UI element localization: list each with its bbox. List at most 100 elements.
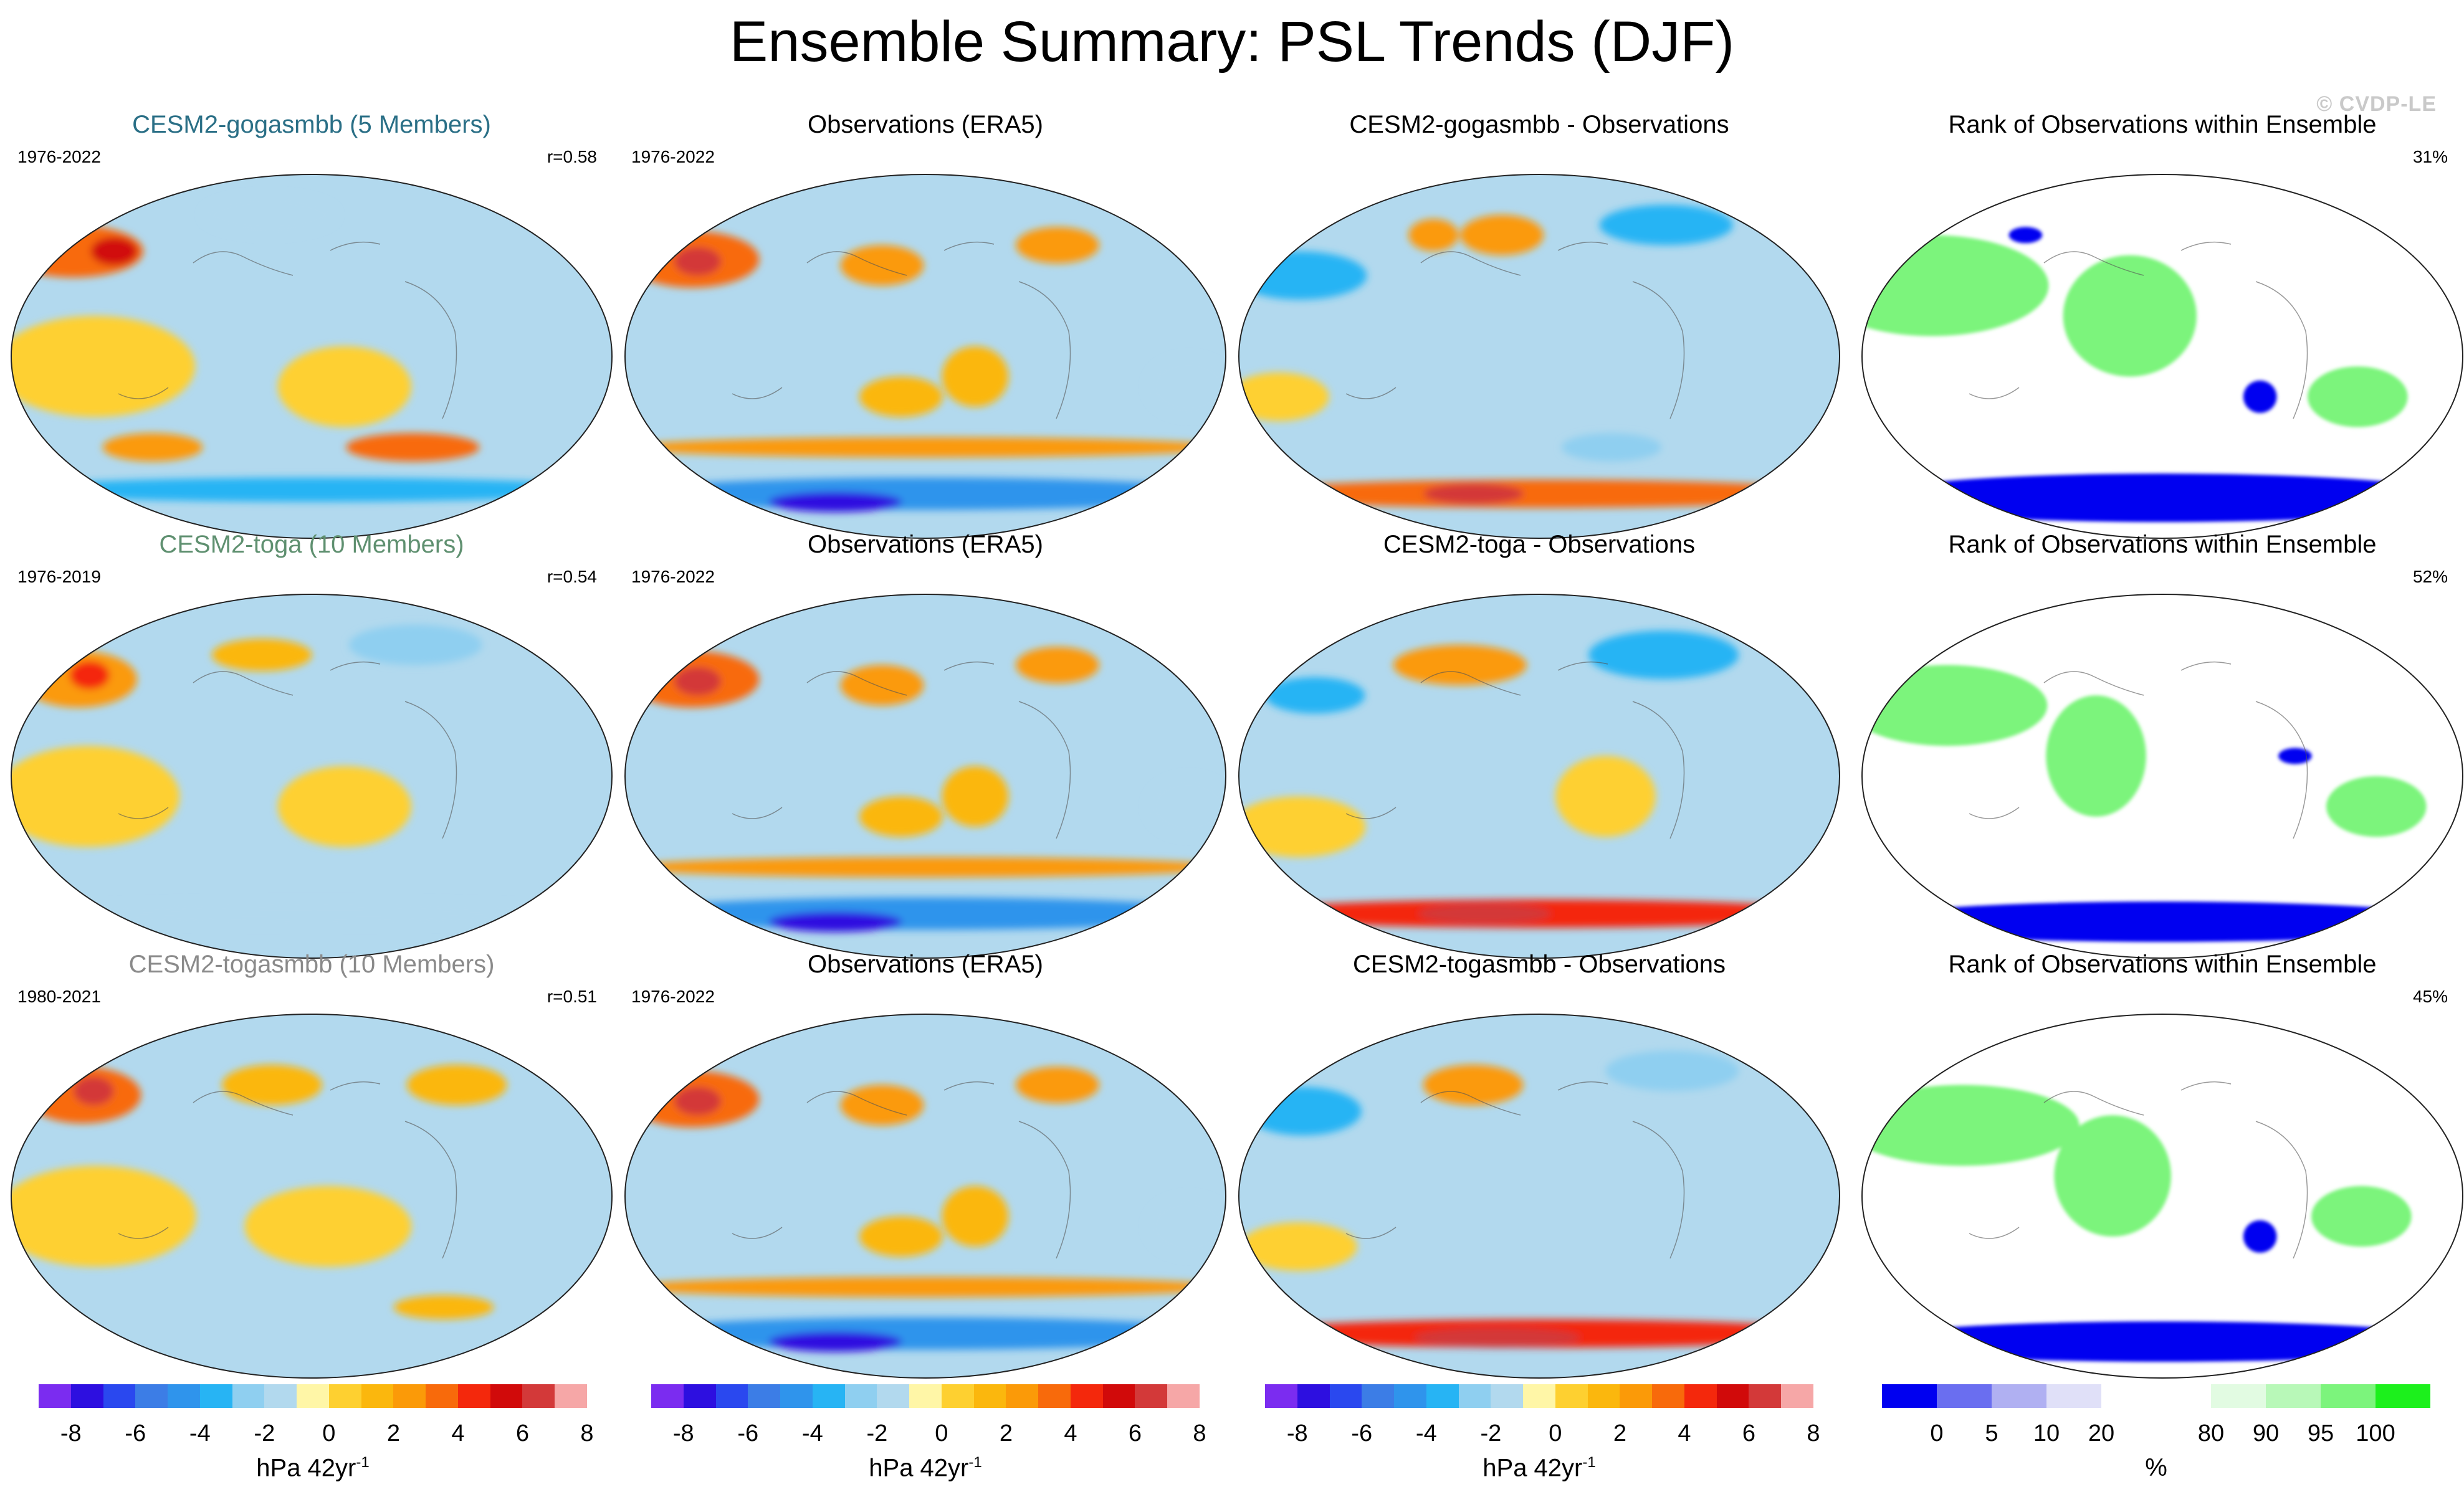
trend-anomaly [625, 477, 1226, 510]
colorbar-cell [555, 1384, 588, 1408]
trend-anomaly [2008, 227, 2043, 244]
trend-anomaly [859, 1216, 943, 1257]
colorbar-tick: -8 [60, 1420, 82, 1447]
colorbar-cell [1652, 1384, 1684, 1408]
map-border [1238, 1014, 1840, 1379]
colorbar-tick: 4 [1678, 1420, 1691, 1447]
colorbar-tick: 95 [2307, 1420, 2334, 1447]
coastline [1969, 387, 2020, 399]
colorbar-tick: -4 [189, 1420, 211, 1447]
trend-anomaly [1605, 1050, 1739, 1091]
colorbar-cell [1167, 1384, 1200, 1408]
panel-title: Rank of Observations within Ensemble [1948, 951, 2377, 978]
trend-anomaly [768, 911, 902, 932]
trend-anomaly [1460, 214, 1544, 255]
panel-title: Rank of Observations within Ensemble [1948, 531, 2377, 558]
colorbar-unit: hPa 42yr-1 [1483, 1454, 1596, 1482]
trend-anomaly [859, 796, 943, 837]
trend-anomaly [1239, 479, 1840, 508]
colorbar-cell [1135, 1384, 1168, 1408]
coastline [404, 701, 457, 839]
map-r2c2 [624, 594, 1226, 959]
map-border [624, 1014, 1226, 1379]
map-panel-r3c2: Observations (ERA5) 1976-2022 [620, 949, 1231, 1379]
colorbar-tick: 4 [1064, 1420, 1077, 1447]
coastline [1345, 387, 1397, 399]
colorbar-tick: 2 [386, 1420, 400, 1447]
trend-anomaly [1862, 473, 2463, 523]
colorbar-cell [1684, 1384, 1717, 1408]
colorbar-cell [70, 1384, 103, 1408]
colorbar-cell [651, 1384, 684, 1408]
coastline [1557, 661, 1608, 671]
colorbar-tick: 5 [1985, 1420, 1998, 1447]
colorbar-cell [909, 1384, 942, 1408]
trend-anomaly [840, 245, 924, 286]
colorbar-tick: -2 [1480, 1420, 1502, 1447]
colorbar-tick: 6 [1128, 1420, 1142, 1447]
trend-anomaly [1862, 1321, 2463, 1362]
coastline [1632, 281, 1685, 419]
colorbar-cell [135, 1384, 168, 1408]
colorbar-tick: 100 [2356, 1420, 2395, 1447]
pattern-correlation: r=0.54 [547, 567, 597, 586]
trend-anomaly [222, 1065, 322, 1105]
panel-title: CESM2-gogasmbb - Observations [1349, 111, 1729, 138]
panel-title: CESM2-togasmbb - Observations [1352, 951, 1726, 978]
map-r3c2 [624, 1014, 1226, 1379]
colorbar-tick: 8 [580, 1420, 594, 1447]
trend-anomaly [1418, 903, 1552, 924]
trend-anomaly [2278, 748, 2312, 764]
colorbar-cell [877, 1384, 910, 1408]
map-border [1238, 594, 1840, 959]
trend-anomaly [11, 316, 196, 417]
trend-anomaly [2054, 1115, 2171, 1237]
trend-anomaly [2311, 1186, 2412, 1247]
trend-anomaly [393, 1295, 494, 1319]
coastline [2043, 1091, 2144, 1116]
colorbar-tick: 20 [2088, 1420, 2115, 1447]
trend-anomaly [1244, 1086, 1362, 1136]
panel-title: CESM2-gogasmbb (5 Members) [132, 111, 491, 138]
coastline [118, 387, 169, 399]
trend-anomaly [1264, 677, 1365, 714]
pattern-correlation: r=0.51 [547, 987, 597, 1006]
colorbar-tick: -4 [801, 1420, 823, 1447]
trend-anomaly [674, 247, 722, 276]
panel-period: 1976-2022 [631, 147, 715, 166]
colorbar-tick: 6 [1742, 1420, 1756, 1447]
trend-anomaly [1147, 356, 1226, 417]
trend-anomaly [1862, 901, 2463, 943]
colorbar-tick: 0 [322, 1420, 336, 1447]
trend-anomaly [1599, 204, 1733, 245]
map-background [1239, 1014, 1840, 1378]
trend-anomaly [942, 346, 1009, 407]
coastline [732, 387, 783, 399]
colorbar-tick: -8 [672, 1420, 694, 1447]
trend-anomaly [11, 477, 612, 502]
coastline [1632, 1121, 1685, 1259]
colorbar-cell [1882, 1384, 1937, 1408]
colorbar-tick: 80 [2197, 1420, 2225, 1447]
colorbar-cell [2211, 1384, 2266, 1408]
map-panel-r3c3: CESM2-togasmbb - Observations [1234, 949, 1845, 1379]
map-panel-r2c3: CESM2-toga - Observations [1234, 530, 1845, 959]
trend-anomaly [346, 433, 480, 462]
trend-anomaly [1408, 219, 1459, 252]
colorbar-cell [1006, 1384, 1039, 1408]
coastline [1345, 807, 1397, 819]
colorbar-tick: -2 [866, 1420, 888, 1447]
colorbar-cell [1555, 1384, 1588, 1408]
coastline [1345, 1227, 1397, 1239]
colorbar-cell [328, 1384, 361, 1408]
panel-period: 1980-2021 [17, 987, 101, 1006]
colorbar-cell [297, 1384, 329, 1408]
trend-anomaly [1239, 251, 1367, 300]
map-r2c3 [1238, 594, 1840, 959]
colorbar-cell [1491, 1384, 1524, 1408]
coastline [2180, 661, 2232, 671]
trend-anomaly [1561, 433, 1662, 462]
coastline [118, 1227, 169, 1239]
colorbar-tick: 90 [2252, 1420, 2280, 1447]
rank-percent: 52% [2412, 567, 2448, 586]
